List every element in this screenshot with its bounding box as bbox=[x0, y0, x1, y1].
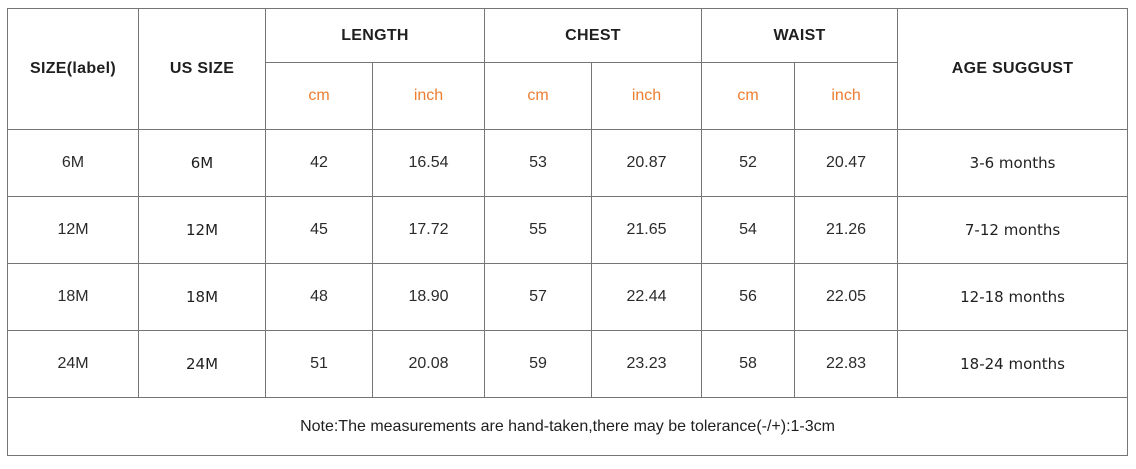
cell-age: 7-12 months bbox=[897, 196, 1129, 264]
cell-chest-cm: 55 bbox=[484, 196, 593, 264]
cell-chest-cm: 53 bbox=[484, 129, 593, 197]
cell-us-size: 12M bbox=[138, 196, 266, 264]
table-row-18m: 18M 18M 48 18.90 57 22.44 56 22.05 12-18… bbox=[7, 263, 1129, 331]
cell-waist-cm: 54 bbox=[701, 196, 796, 264]
header-waist: WAIST bbox=[701, 8, 899, 63]
header-length-inch: inch bbox=[371, 62, 486, 130]
header-chest-inch: inch bbox=[591, 62, 703, 130]
cell-chest-cm: 57 bbox=[484, 263, 593, 331]
cell-length-cm: 45 bbox=[265, 196, 373, 264]
cell-size: 6M bbox=[7, 129, 139, 197]
cell-waist-inch: 22.83 bbox=[794, 330, 899, 398]
cell-us-size: 24M bbox=[138, 330, 266, 398]
header-length-cm: cm bbox=[265, 62, 373, 130]
cell-us-size: 6M bbox=[138, 129, 266, 197]
cell-length-inch: 16.54 bbox=[371, 129, 486, 197]
size-chart-table: SIZE(label) US SIZE LENGTH CHEST WAIST A… bbox=[6, 8, 1129, 456]
header-us-size: US SIZE bbox=[138, 8, 266, 130]
cell-chest-inch: 20.87 bbox=[591, 129, 703, 197]
cell-length-inch: 20.08 bbox=[371, 330, 486, 398]
cell-waist-inch: 22.05 bbox=[794, 263, 899, 331]
note-text: Note:The measurements are hand-taken,the… bbox=[6, 397, 1129, 456]
cell-age: 12-18 months bbox=[897, 263, 1129, 331]
header-chest: CHEST bbox=[484, 8, 703, 63]
header-waist-inch: inch bbox=[794, 62, 899, 130]
size-chart-container: SIZE(label) US SIZE LENGTH CHEST WAIST A… bbox=[6, 8, 1129, 456]
cell-size: 18M bbox=[7, 263, 139, 331]
cell-length-inch: 18.90 bbox=[371, 263, 486, 331]
cell-length-cm: 51 bbox=[265, 330, 373, 398]
cell-length-inch: 17.72 bbox=[371, 196, 486, 264]
cell-waist-inch: 21.26 bbox=[794, 196, 899, 264]
cell-waist-inch: 20.47 bbox=[794, 129, 899, 197]
header-chest-cm: cm bbox=[484, 62, 593, 130]
note-row: Note:The measurements are hand-taken,the… bbox=[6, 397, 1129, 456]
cell-chest-inch: 21.65 bbox=[591, 196, 703, 264]
cell-chest-cm: 59 bbox=[484, 330, 593, 398]
cell-length-cm: 42 bbox=[265, 129, 373, 197]
cell-size: 24M bbox=[7, 330, 139, 398]
header-size-label: SIZE(label) bbox=[7, 8, 139, 130]
header-length: LENGTH bbox=[264, 8, 486, 63]
cell-waist-cm: 52 bbox=[701, 129, 796, 197]
cell-chest-inch: 23.23 bbox=[591, 330, 703, 398]
cell-waist-cm: 58 bbox=[701, 330, 796, 398]
cell-us-size: 18M bbox=[138, 263, 266, 331]
table-row-6m: 6M 6M 42 16.54 53 20.87 52 20.47 3-6 mon… bbox=[7, 129, 1129, 197]
header-age-suggust: AGE SUGGUST bbox=[897, 8, 1129, 130]
table-row-12m: 12M 12M 45 17.72 55 21.65 54 21.26 7-12 … bbox=[7, 196, 1129, 264]
header-waist-cm: cm bbox=[701, 62, 796, 130]
table-row-24m: 24M 24M 51 20.08 59 23.23 58 22.83 18-24… bbox=[7, 330, 1129, 398]
cell-waist-cm: 56 bbox=[701, 263, 796, 331]
cell-chest-inch: 22.44 bbox=[591, 263, 703, 331]
cell-size: 12M bbox=[7, 196, 139, 264]
cell-length-cm: 48 bbox=[265, 263, 373, 331]
cell-age: 18-24 months bbox=[897, 330, 1129, 398]
cell-age: 3-6 months bbox=[897, 129, 1129, 197]
